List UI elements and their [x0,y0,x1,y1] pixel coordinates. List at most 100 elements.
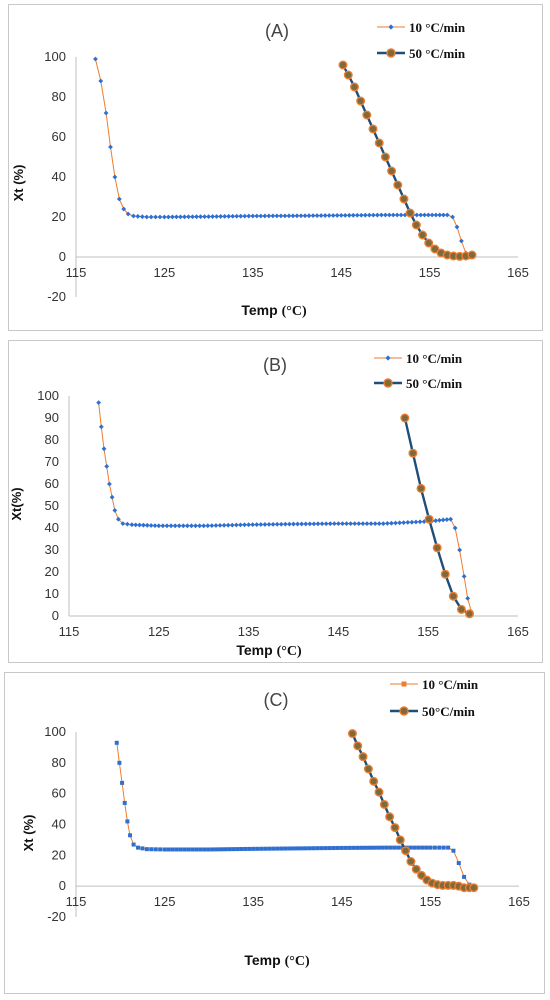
legend-swatch-marker [385,355,391,361]
slow-point-31 [213,523,219,528]
slow-point-25 [210,847,215,852]
slow-point-34 [225,522,231,528]
slow-point-10 [149,847,154,852]
slow-point-41 [266,213,272,219]
slow-point-37 [259,846,264,851]
slow-point-20 [168,523,174,529]
slow-point-13 [162,847,167,852]
slow-point-2 [120,780,125,785]
slow-point-70 [383,212,388,218]
slow-point-55 [322,213,328,218]
slow-point-17 [178,847,183,852]
x-axis-label-main: Temp [241,302,281,318]
panel-title: (A) [265,21,289,41]
slow-point-57 [330,213,336,218]
slow-point-49 [307,846,312,851]
slow-point-21 [172,523,178,529]
slow-point-52 [299,521,305,527]
series-line-1 [116,742,474,887]
slow-point-12 [137,522,142,528]
slow-point-48 [294,213,300,219]
slow-point-41 [275,846,280,851]
slow-point-56 [315,521,321,527]
slow-point-71 [376,521,382,526]
y-tick-label: 20 [52,209,66,224]
y-tick-label: 100 [37,388,59,403]
slow-point-56 [335,845,340,850]
fast-point-2 [358,752,368,762]
slow-point-50 [291,521,296,527]
slow-point-17 [170,214,175,220]
fast-point-11 [406,856,416,866]
slow-point-36 [255,846,260,851]
x-tick-label: 125 [154,894,176,909]
slow-point-8 [131,213,136,219]
slow-point-68 [364,521,370,526]
chart-b-svg: (B) 0 10 20 30 40 50 60 70 80 90 100 115 125 135 145 155… [9,351,529,659]
slow-point-55 [311,521,317,527]
slow-point-69 [388,845,393,850]
slow-point-87 [450,214,455,220]
fast-point-6 [448,591,458,601]
slow-point-12 [148,214,154,220]
slow-point-22 [190,214,195,220]
legend-swatch-marker [399,706,409,716]
fast-point-11 [405,208,415,218]
slow-point-60 [351,845,356,850]
slow-point-84 [451,848,456,853]
slow-point-14 [166,847,171,852]
slow-point-45 [282,213,288,219]
slow-point-30 [231,847,236,852]
slow-point-20 [182,214,187,220]
y-tick-label: 80 [45,432,59,447]
slow-point-6 [112,508,118,513]
slow-point-59 [327,521,333,527]
slow-point-48 [282,521,288,527]
slow-point-63 [344,521,349,526]
y-tick-label: 80 [52,755,66,770]
slow-point-1 [98,78,104,84]
fast-point-10 [401,846,411,856]
y-tick-label: 10 [45,586,59,601]
fast-point-8 [390,823,400,833]
y-tick-label: -20 [47,289,66,304]
slow-point-41 [254,522,260,527]
slow-point-71 [386,212,392,218]
slow-point-79 [418,212,424,218]
y-tick-label: 30 [45,542,59,557]
slow-point-28 [214,214,220,219]
slow-point-29 [227,847,232,852]
legend-label: 50 °C/min [409,46,466,61]
slow-point-23 [180,523,186,529]
slow-point-43 [274,213,280,219]
slow-point-23 [202,847,207,852]
slow-point-68 [384,845,389,850]
slow-point-5 [116,196,122,202]
slow-point-54 [307,521,313,527]
slow-point-47 [299,846,304,851]
fast-point-12 [411,220,421,230]
slow-point-18 [174,214,179,220]
slow-point-58 [334,213,340,218]
fast-point-14 [424,238,434,248]
x-tick-label: 125 [148,624,170,639]
x-tick-label: 145 [331,894,353,909]
slow-point-85 [456,861,461,866]
fast-point-2 [416,483,426,493]
slow-point-65 [372,845,377,850]
slow-point-4 [107,481,112,487]
slow-point-9 [144,847,149,852]
slow-point-78 [414,212,420,218]
slow-point-74 [389,520,394,526]
slow-point-83 [433,212,439,218]
series-line-2 [341,64,473,258]
slow-point-40 [250,522,256,528]
slow-point-34 [238,213,244,219]
slow-point-9 [135,213,141,219]
slow-point-19 [178,214,183,220]
slow-point-44 [266,522,272,527]
slow-point-39 [246,522,251,528]
slow-point-60 [342,212,348,218]
slow-point-22 [198,847,203,852]
slow-point-15 [148,523,154,528]
